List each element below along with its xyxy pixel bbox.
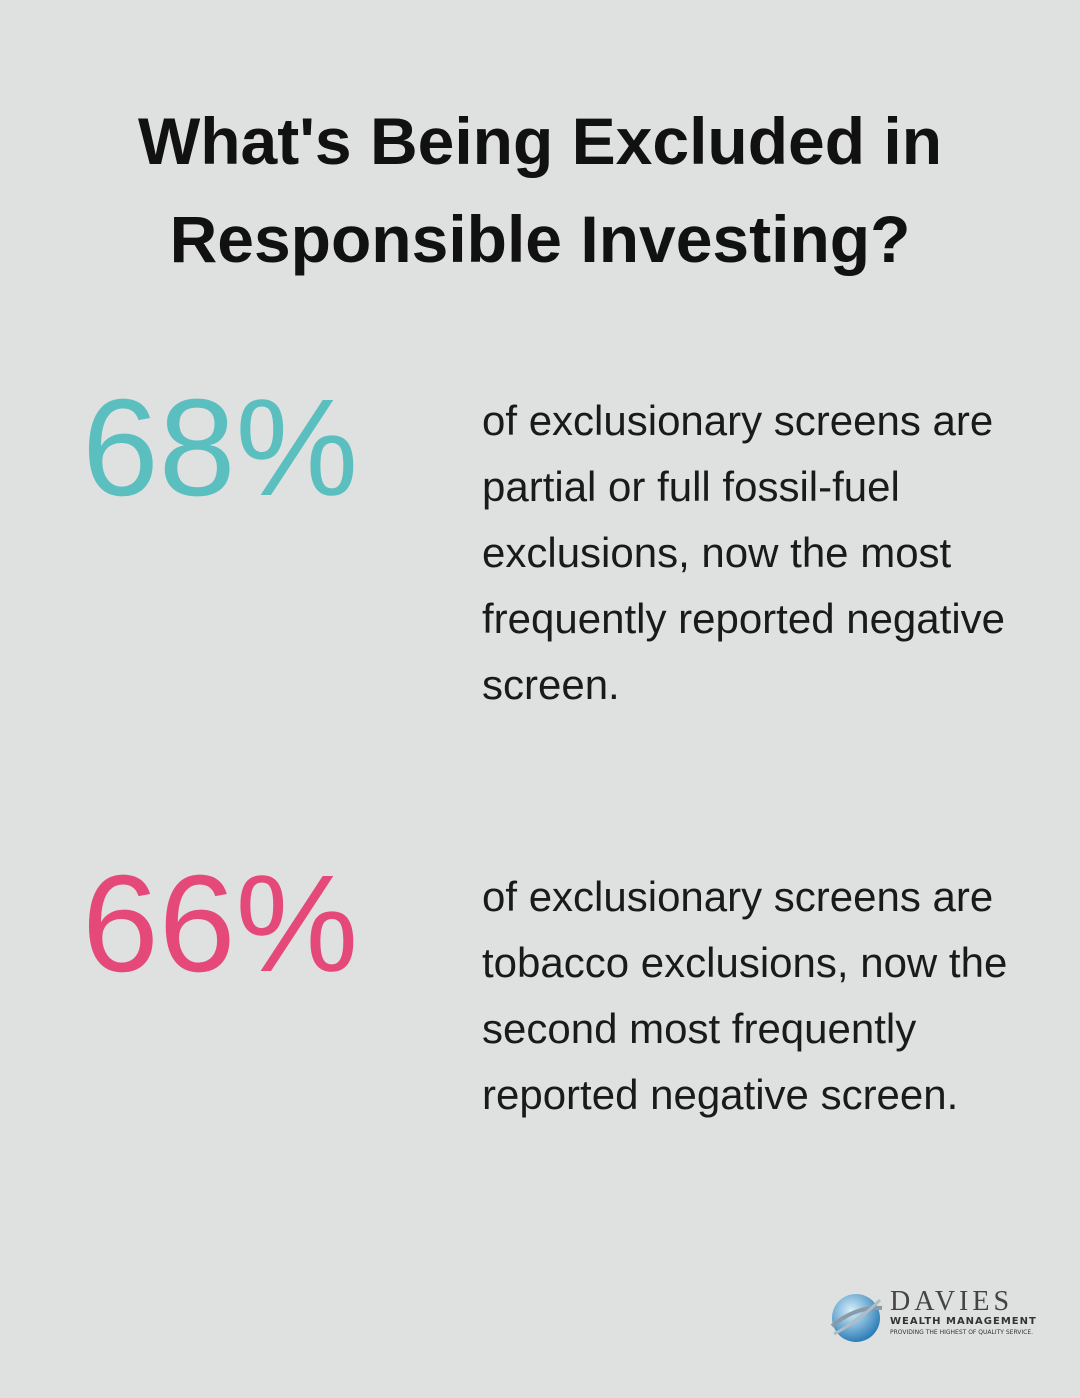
stat-text: of exclusionary screens are tobacco excl…: [482, 873, 1008, 1118]
stat-text: of exclusionary screens are partial or f…: [482, 397, 1006, 708]
stat-value: 66%: [82, 847, 359, 1001]
logo: DAVIES WEALTH MANAGEMENT PROVIDING THE H…: [826, 1286, 1046, 1346]
logo-tagline: PROVIDING THE HIGHEST OF QUALITY SERVICE…: [890, 1329, 1034, 1336]
logo-name: DAVIES: [890, 1286, 1014, 1317]
logo-globe: [830, 1294, 883, 1342]
logo-subtitle: WEALTH MANAGEMENT: [890, 1316, 1037, 1327]
title: What's Being Excluded in Responsible Inv…: [137, 104, 943, 276]
stat-value: 68%: [82, 371, 359, 525]
